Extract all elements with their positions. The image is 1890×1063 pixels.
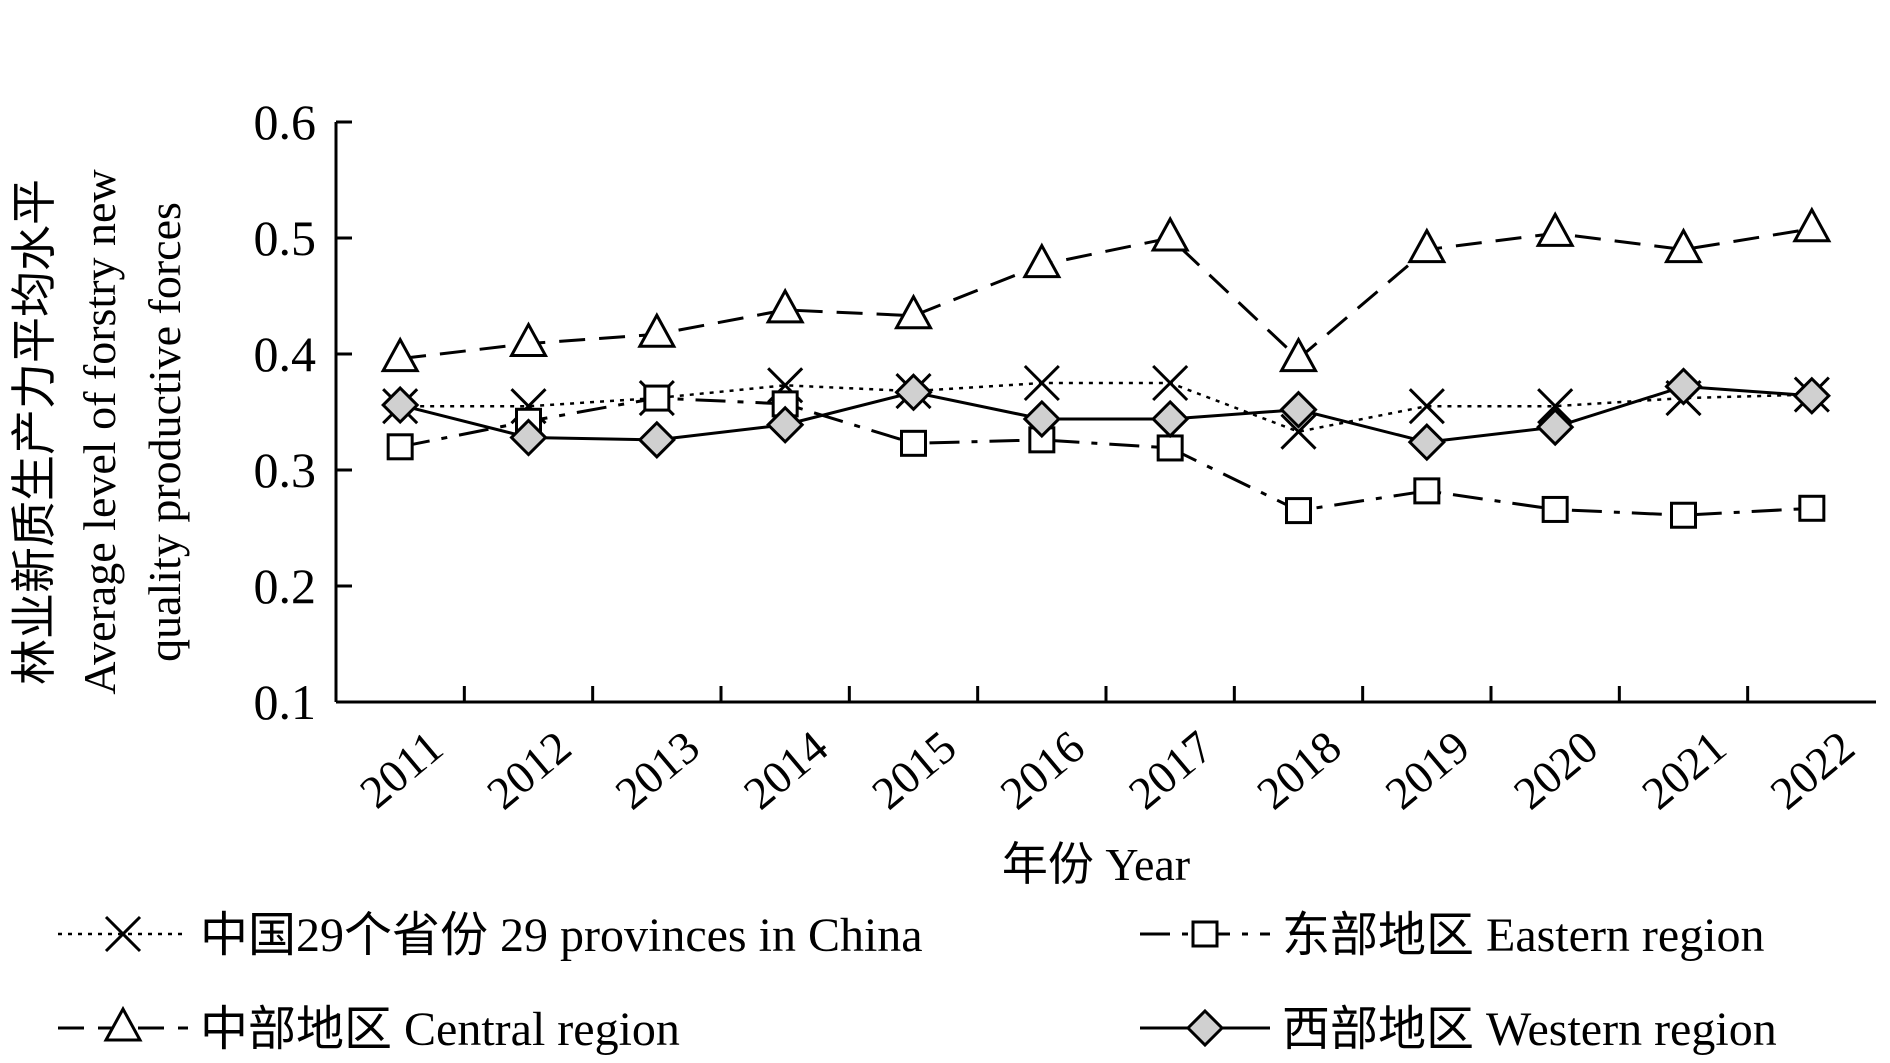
data-point <box>381 385 420 425</box>
legend-label: 中部地区 Central region <box>200 1003 680 1056</box>
data-point <box>1670 501 1697 529</box>
y-axis-title-line: Average level of forstry new <box>74 169 125 695</box>
data-point <box>1408 388 1445 425</box>
y-tick-label: 0.5 <box>254 210 317 266</box>
series-line <box>400 381 1812 434</box>
x-tick-label: 2014 <box>734 721 837 819</box>
x-tick-label: 2020 <box>1504 721 1607 819</box>
data-point <box>894 373 933 412</box>
series-3 <box>381 367 1831 462</box>
series-line <box>399 396 1812 517</box>
data-point <box>1663 227 1704 264</box>
y-axis-title-line: quality productive forces <box>139 202 190 662</box>
legend-label: 东部地区 Eastern region <box>1282 909 1765 962</box>
data-point <box>765 287 805 324</box>
legend-marker <box>1191 920 1219 948</box>
data-point <box>386 433 414 461</box>
data-point <box>1151 399 1190 439</box>
x-tick-label: 2015 <box>862 721 965 819</box>
data-point <box>1537 388 1574 425</box>
data-point <box>766 405 805 444</box>
data-point <box>1285 497 1312 525</box>
data-point <box>1280 413 1317 450</box>
data-point <box>900 429 927 457</box>
series-2 <box>380 206 1832 373</box>
series-0 <box>382 364 1830 450</box>
x-tick-label: 2017 <box>1119 721 1222 819</box>
y-axis-title-line: 林业新质生产力平均水平 <box>9 179 60 685</box>
legend-entry: 中部地区 Central region <box>58 1003 680 1056</box>
data-point <box>380 336 420 373</box>
data-point <box>1407 423 1446 462</box>
data-point <box>1023 364 1060 402</box>
data-point <box>1022 399 1061 439</box>
data-point <box>1279 390 1318 429</box>
data-point <box>1278 336 1319 373</box>
y-tick-label: 0.3 <box>254 442 317 498</box>
data-point <box>1664 367 1703 406</box>
data-point <box>1152 364 1189 402</box>
legend-marker <box>1185 1008 1225 1048</box>
series-layer <box>380 206 1832 529</box>
legend-marker <box>104 915 142 953</box>
legend-entry: 东部地区 Eastern region <box>1140 909 1765 962</box>
x-tick-label: 2016 <box>991 721 1094 819</box>
data-point <box>1028 426 1056 454</box>
y-tick-label: 0.6 <box>254 94 317 150</box>
y-tick-label: 0.2 <box>254 558 317 614</box>
legend-entry: 中国29个省份 29 provinces in China <box>58 909 923 962</box>
axis-titles: 年份 Year 林业新质生产力平均水平 Average level of forst… <box>9 169 1190 890</box>
x-tick-label: 2012 <box>477 721 580 819</box>
legend: 中国29个省份 29 provinces in China 东部地区 Easter… <box>58 909 1777 1056</box>
data-point <box>637 420 676 459</box>
x-tick-label: 2013 <box>606 721 709 819</box>
x-tick-label: 2021 <box>1632 721 1735 819</box>
y-tick-label: 0.1 <box>254 674 317 730</box>
legend-entry: 西部地区 Western region <box>1140 1003 1777 1056</box>
data-point <box>643 384 671 412</box>
data-point <box>508 321 549 358</box>
data-point <box>1792 206 1832 243</box>
data-point <box>1413 477 1441 505</box>
legend-marker <box>103 1005 143 1042</box>
x-tick-label: 2019 <box>1376 721 1479 819</box>
data-point <box>1536 407 1575 447</box>
data-point <box>1792 376 1831 415</box>
data-point <box>1022 242 1062 279</box>
data-point <box>1798 494 1826 522</box>
data-point <box>637 312 677 348</box>
data-point <box>1156 434 1184 462</box>
y-tick-label: 0.4 <box>254 326 317 382</box>
series-1 <box>386 384 1826 529</box>
x-tick-label: 2011 <box>350 721 452 818</box>
data-point <box>1150 215 1190 252</box>
series-line <box>399 227 1813 361</box>
y-axis-ticks: 0.1 0.2 0.3 0.4 0.5 0.6 <box>254 94 352 730</box>
x-axis-ticks: 2011 2012 2013 2014 2015 2016 2017 2018 2019 2020… <box>350 686 1864 819</box>
legend-label: 西部地区 Western region <box>1282 1003 1777 1056</box>
data-point <box>1407 227 1447 264</box>
data-point <box>893 293 934 330</box>
data-point <box>1541 495 1569 523</box>
series-line <box>399 384 1812 444</box>
data-point <box>1535 211 1575 247</box>
data-point <box>509 418 548 457</box>
x-axis-title: 年份 Year <box>1002 839 1190 890</box>
x-tick-label: 2022 <box>1761 721 1864 819</box>
legend-label: 中国29个省份 29 provinces in China <box>200 909 923 962</box>
x-tick-label: 2018 <box>1247 721 1350 819</box>
axes <box>334 122 1876 704</box>
